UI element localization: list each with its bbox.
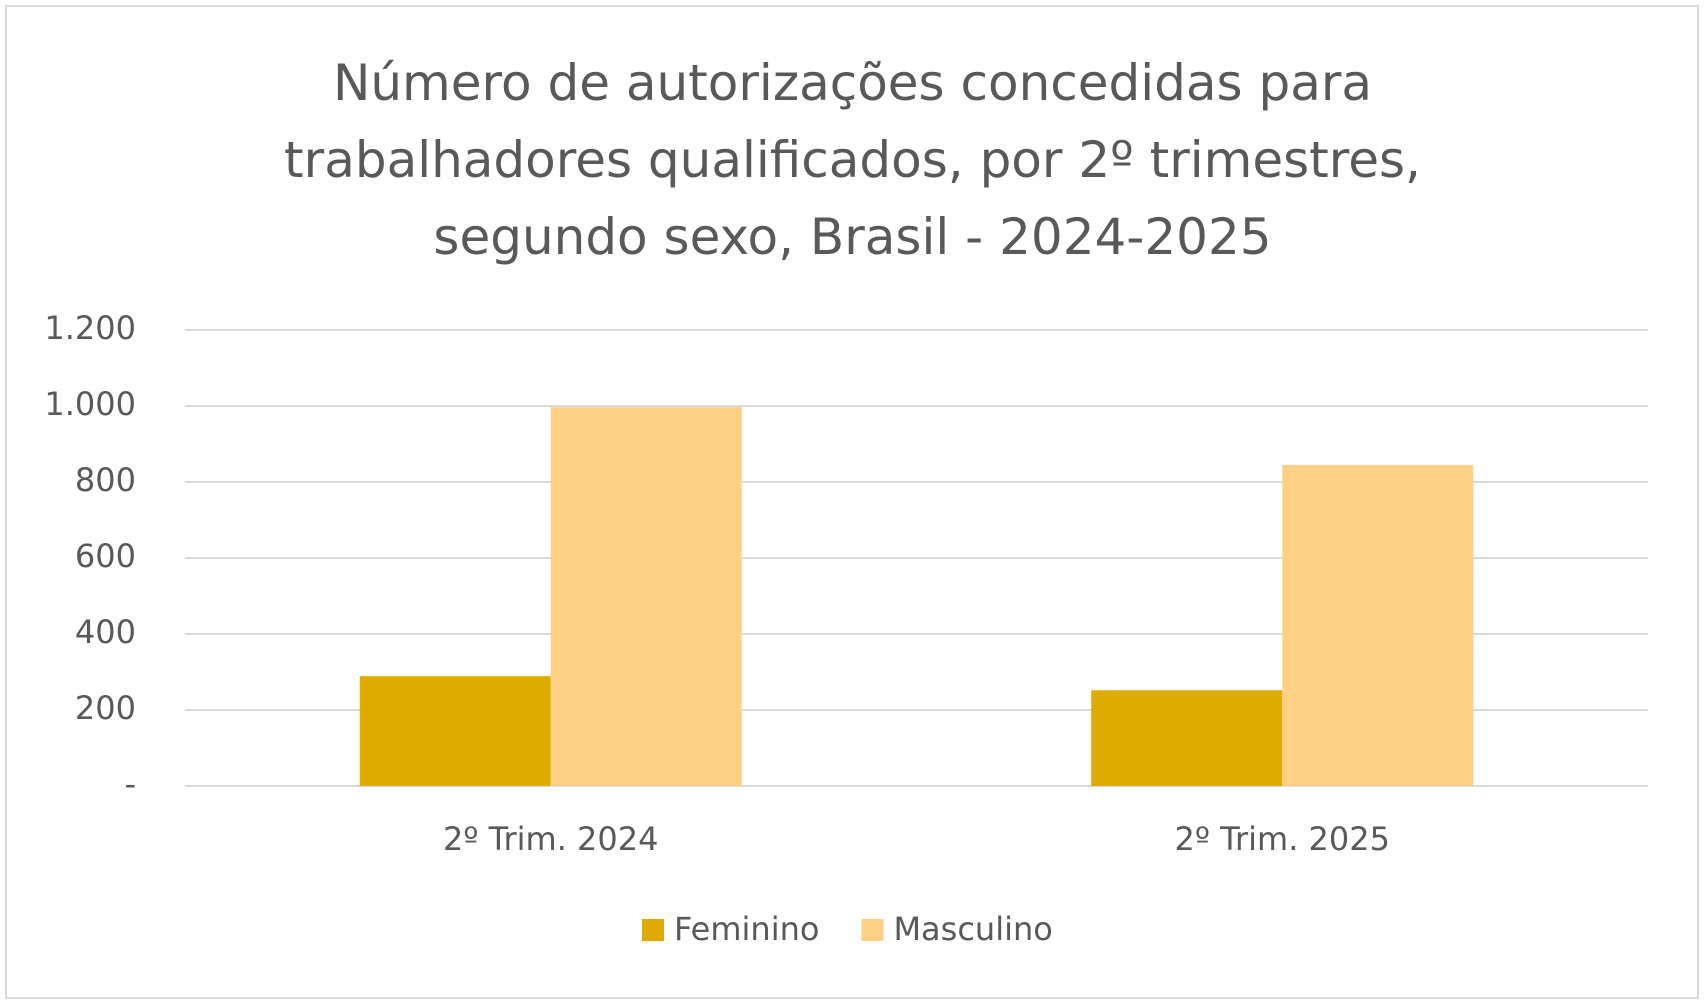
legend-swatch	[861, 919, 884, 941]
legend-swatch	[642, 919, 664, 941]
y-tick-label: 600	[75, 537, 136, 575]
y-tick-label: 200	[75, 689, 136, 727]
y-tick-label: 400	[75, 613, 136, 651]
bar	[1282, 464, 1474, 786]
legend-label: Masculino	[893, 910, 1052, 948]
bar	[1091, 690, 1283, 786]
y-tick-label: 800	[75, 461, 136, 499]
y-tick-label: -	[124, 765, 136, 803]
legend-label: Feminino	[674, 910, 819, 948]
x-tick-label: 2º Trim. 2024	[443, 820, 658, 858]
y-tick-label: 1.000	[44, 385, 136, 423]
chart-title: Número de autorizações concedidas para t…	[284, 54, 1421, 266]
x-tick-label: 2º Trim. 2025	[1175, 820, 1390, 858]
bar	[359, 676, 551, 786]
y-tick-label: 1.200	[44, 309, 136, 347]
bar	[550, 407, 742, 786]
